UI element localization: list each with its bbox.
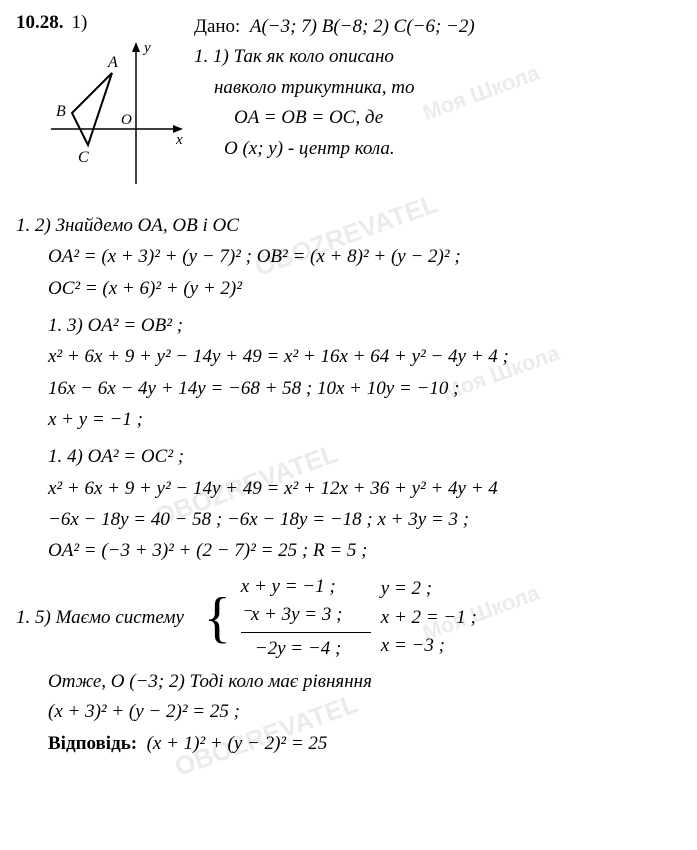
system-col-left: x + y = −1 ; ⁻x + 3y = 3 ; −2y = −4 ; [241,573,371,664]
diagram-svg: x y O A B C [16,34,186,199]
sys-r3b: x = −3 ; [381,632,477,661]
step-1-2: 1. 2) Знайдемо OA, OB і OC OA² = (x + 3)… [16,210,681,304]
answer-eq: (x + 1)² + (y − 2)² = 25 [147,733,328,754]
x-axis-label: x [175,132,183,148]
step13-l1: x² + 6x + 9 + y² − 14y + 49 = x² + 16x +… [48,341,681,372]
conclusion-text: Отже, O (−3; 2) Тоді коло має рівняння [48,671,681,693]
given-label: Дано: [194,16,240,37]
sys-r1a: x + y = −1 ; [241,573,371,602]
sys-r2a: ⁻x + 3y = 3 ; [241,601,371,630]
step13-l3: x + y = −1 ; [48,404,681,435]
step14-l1: x² + 6x + 9 + y² − 14y + 49 = x² + 12x +… [48,473,681,504]
step13-l2: 16x − 6x − 4y + 14y = −68 + 58 ; 10x + 1… [48,373,681,404]
step13-title: 1. 3) OA² = OB² ; [48,310,681,341]
triangle-diagram: x y O A B C [16,34,186,204]
sys-r2b: x + 2 = −1 ; [381,604,477,633]
step12-title: 1. 2) Знайдемо OA, OB і OC [16,210,681,241]
system-brace: { [204,594,231,642]
step15-title: 1. 5) Маємо систему [16,602,184,633]
point-b-label: B [56,103,66,120]
step-1-4: 1. 4) OA² = OC² ; x² + 6x + 9 + y² − 14y… [16,441,681,566]
step12-oc2: OC² = (x + 6)² + (y + 2)² [48,273,681,304]
step14-l2: −6x − 18y = 40 − 58 ; −6x − 18y = −18 ; … [48,504,681,535]
system-col-right: y = 2 ; x + 2 = −1 ; x = −3 ; [381,575,477,661]
answer-label: Відповідь: [48,733,137,754]
answer-row: Відповідь: (x + 1)² + (y − 2)² = 25 [48,733,681,755]
sys-hline [241,632,371,633]
conclusion-eq: (x + 3)² + (y − 2)² = 25 ; [48,701,681,723]
eq-radii: OA = OB = OC, де [234,103,681,133]
step1-1b: навколо трикутника, то [214,73,681,103]
point-a-label: A [107,54,118,71]
point-c-label: C [78,149,89,166]
sys-r3a: −2y = −4 ; [255,635,371,664]
step-1-5: 1. 5) Маємо систему { x + y = −1 ; ⁻x + … [16,573,681,664]
step1-1a: 1. 1) Так як коло описано [194,42,681,72]
step14-title: 1. 4) OA² = OC² ; [48,441,681,472]
center-def: O (x; y) - центр кола. [224,134,681,164]
given-points: A(−3; 7) B(−8; 2) C(−6; −2) [250,16,475,37]
given-block: Дано: A(−3; 7) B(−8; 2) C(−6; −2) 1. 1) … [194,12,681,164]
part-number: 1) [72,12,88,33]
step14-l3: OA² = (−3 + 3)² + (2 − 7)² = 25 ; R = 5 … [48,535,681,566]
step12-oa2: OA² = (x + 3)² + (y − 7)² ; OB² = (x + 8… [48,241,681,272]
problem-number-block: 10.28. 1) x y O A B C [16,12,186,204]
sys-r1b: y = 2 ; [381,575,477,604]
origin-label: O [121,112,132,128]
y-axis-label: y [142,40,151,56]
problem-number: 10.28. [16,12,64,33]
step-1-3: 1. 3) OA² = OB² ; x² + 6x + 9 + y² − 14y… [16,310,681,435]
header-row: 10.28. 1) x y O A B C Дано: A(−3; 7) B(−… [16,12,681,204]
